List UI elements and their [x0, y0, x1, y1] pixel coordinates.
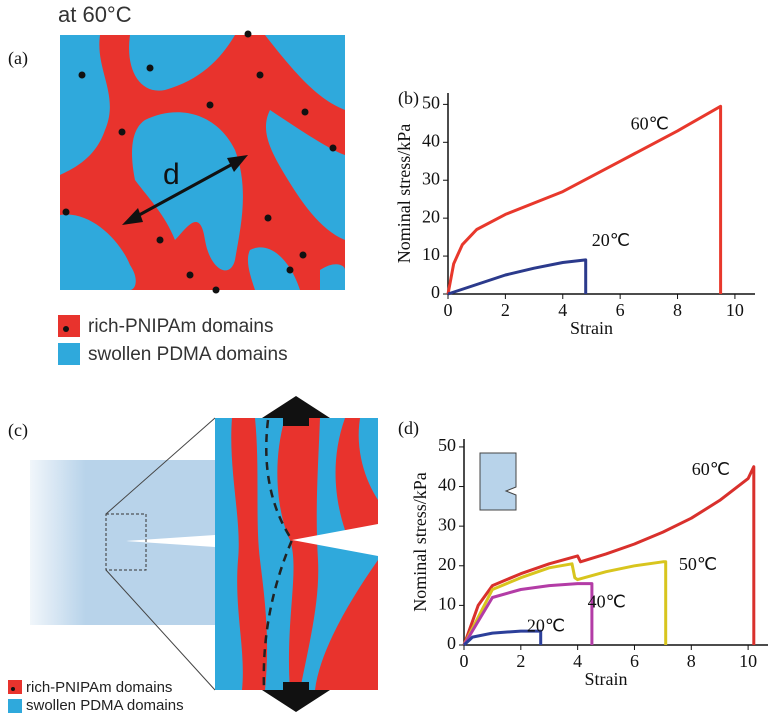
legend-label: swollen PDMA domains: [88, 344, 288, 365]
x-tick-label: 2: [516, 651, 525, 671]
series-label: 60℃: [692, 459, 730, 479]
y-tick-label: 20: [422, 206, 440, 226]
y-tick-label: 0: [447, 633, 456, 653]
y-tick-label: 30: [422, 168, 440, 188]
series-label: 60℃: [631, 113, 669, 133]
legend-dot: [63, 326, 69, 332]
legend-swatch: [8, 680, 22, 694]
panel-label: (c): [8, 420, 28, 441]
annotation: d: [163, 158, 180, 191]
legend-label: rich-PNIPAm domains: [26, 679, 172, 696]
x-tick-label: 4: [558, 300, 567, 320]
panel-label: (b): [398, 88, 419, 109]
series-label: 20℃: [592, 230, 630, 250]
y-axis-label: Nominal stress/kPa: [410, 472, 430, 612]
panel-label: (d): [398, 418, 419, 439]
series-label: 50℃: [679, 554, 717, 574]
panel-c: (c) rich-PNIPAm domains swollen PDMA dom…: [8, 396, 378, 714]
legend-dot: [11, 687, 15, 691]
y-tick-label: 0: [431, 282, 440, 302]
x-tick-label: 6: [630, 651, 639, 671]
legend-swatch: [58, 343, 80, 365]
legend-swatch: [58, 315, 80, 337]
series-label: 40℃: [588, 592, 626, 612]
x-tick-label: 4: [573, 651, 582, 671]
x-tick-label: 10: [726, 300, 744, 320]
x-axis-label: Strain: [585, 669, 628, 689]
x-tick-label: 6: [616, 300, 625, 320]
x-axis-label: Strain: [570, 318, 613, 338]
figure: (a) at 60°C d rich-PNIPAm domai: [0, 0, 773, 716]
y-axis-label: Nominal stress/kPa: [394, 124, 414, 264]
y-tick-label: 40: [438, 475, 456, 495]
y-tick-label: 50: [422, 93, 440, 113]
x-tick-label: 2: [501, 300, 510, 320]
x-tick-label: 8: [673, 300, 682, 320]
chart: (b) 0 10 20 30 40 50 0 2 4 6 8 10 Strain Nominal stres…: [394, 88, 755, 338]
x-tick-label: 10: [739, 651, 757, 671]
sample-inset: [480, 453, 516, 510]
panel-a: (a) at 60°C d rich-PNIPAm domai: [8, 2, 345, 365]
y-tick-label: 10: [422, 244, 440, 264]
y-tick-label: 20: [438, 554, 456, 574]
x-tick-label: 0: [460, 651, 469, 671]
legend-label: swollen PDMA domains: [26, 697, 184, 714]
chart: (d) 0 10 20 30 40 50 0 2 4 6 8 10 Strain Nominal stres…: [398, 418, 768, 689]
series-label: 20℃: [527, 615, 565, 635]
legend-label: rich-PNIPAm domains: [88, 316, 273, 337]
panel-label: (a): [8, 48, 28, 69]
y-tick-label: 30: [438, 514, 456, 534]
series-line: [448, 260, 586, 294]
y-tick-label: 40: [422, 130, 440, 150]
panel-title: at 60°C: [58, 2, 132, 27]
y-tick-label: 50: [438, 435, 456, 455]
legend-swatch: [8, 699, 22, 713]
x-tick-label: 8: [687, 651, 696, 671]
y-tick-label: 10: [438, 594, 456, 614]
x-tick-label: 0: [444, 300, 453, 320]
